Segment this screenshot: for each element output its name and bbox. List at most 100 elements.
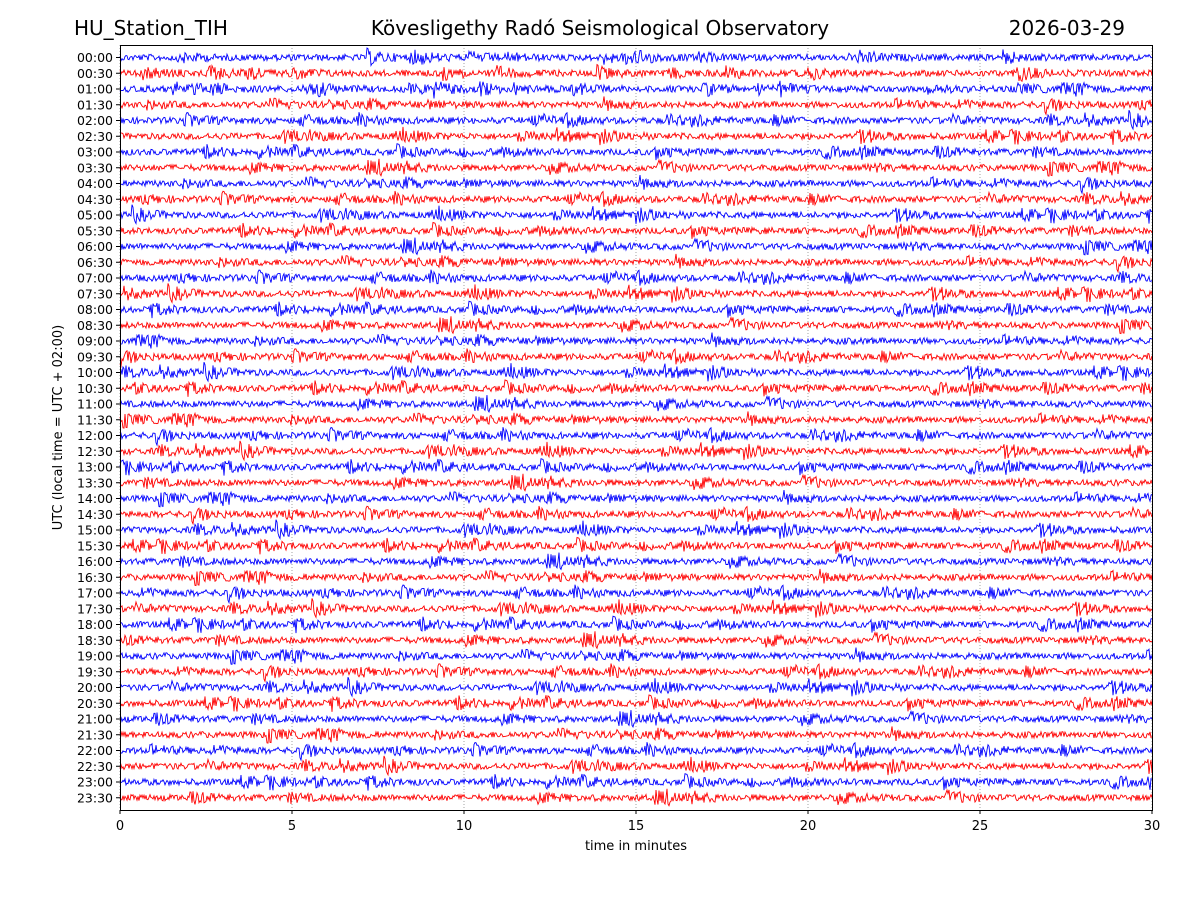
trace-0000 [119, 47, 1153, 68]
trace-0930 [119, 348, 1153, 368]
trace-group [119, 47, 1153, 807]
trace-0100 [119, 80, 1153, 99]
trace-1230 [119, 440, 1153, 462]
y-tick-label: 00:30 [77, 66, 113, 81]
trace-0600 [119, 237, 1153, 256]
trace-2030 [119, 694, 1153, 712]
x-axis-ticks: 0 5 10 15 20 25 30 [116, 810, 1160, 834]
y-tick-label: 06:00 [77, 239, 113, 254]
y-tick-label: 17:30 [77, 601, 113, 616]
y-tick-label: 01:00 [77, 82, 113, 97]
x-tick-label: 30 [1144, 819, 1161, 834]
record-date: 2026-03-29 [1008, 16, 1125, 40]
trace-0530 [119, 221, 1153, 239]
trace-0700 [119, 269, 1153, 286]
y-tick-label: 20:30 [77, 696, 113, 711]
y-tick-label: 15:00 [77, 523, 113, 538]
y-tick-label: 16:00 [77, 554, 113, 569]
trace-1900 [119, 647, 1153, 665]
y-tick-label: 10:00 [77, 365, 113, 380]
trace-0630 [119, 253, 1153, 274]
x-tick-label: 20 [800, 819, 817, 834]
y-tick-label: 08:30 [77, 318, 113, 333]
trace-2200 [119, 741, 1153, 762]
trace-0230 [119, 126, 1153, 146]
y-tick-label: 12:30 [77, 444, 113, 459]
x-tick-label: 5 [288, 819, 296, 834]
y-tick-label: 09:30 [77, 349, 113, 364]
y-tick-label: 17:00 [77, 586, 113, 601]
x-axis-label: time in minutes [585, 839, 687, 854]
y-tick-label: 07:30 [77, 286, 113, 301]
y-tick-label: 10:30 [77, 381, 113, 396]
trace-2230 [119, 755, 1153, 777]
trace-1530 [119, 536, 1153, 555]
trace-1100 [119, 394, 1152, 413]
x-tick-label: 10 [456, 819, 473, 834]
station-name: HU_Station_TIH [74, 16, 228, 40]
y-tick-label: 05:00 [77, 208, 113, 223]
y-tick-label: 23:30 [77, 790, 113, 805]
trace-0330 [119, 158, 1153, 177]
x-tick-label: 15 [628, 819, 645, 834]
y-tick-label: 19:00 [77, 649, 113, 664]
trace-1400 [119, 490, 1153, 508]
trace-1000 [120, 362, 1153, 383]
trace-1300 [119, 458, 1153, 476]
y-tick-label: 02:30 [77, 129, 113, 144]
trace-2100 [119, 709, 1153, 728]
trace-1830 [119, 631, 1153, 650]
y-tick-label: 05:30 [77, 223, 113, 238]
y-tick-label: 23:00 [77, 775, 113, 790]
trace-0500 [119, 204, 1153, 226]
y-tick-label: 16:30 [77, 570, 113, 585]
trace-0830 [119, 316, 1153, 335]
y-tick-label: 04:00 [77, 176, 113, 191]
trace-0730 [119, 283, 1153, 304]
y-tick-label: 01:30 [77, 97, 113, 112]
x-tick-label: 0 [116, 819, 124, 834]
y-tick-label: 09:00 [77, 334, 113, 349]
y-tick-label: 14:00 [77, 491, 113, 506]
trace-1700 [119, 584, 1153, 605]
trace-1200 [119, 426, 1153, 447]
y-tick-label: 03:00 [77, 145, 113, 160]
y-tick-label: 19:30 [77, 664, 113, 679]
y-tick-label: 00:00 [77, 50, 113, 65]
trace-0130 [119, 96, 1153, 116]
y-tick-label: 02:00 [77, 113, 113, 128]
y-tick-label: 18:30 [77, 633, 113, 648]
y-tick-label: 14:30 [77, 507, 113, 522]
trace-1500 [119, 519, 1152, 541]
trace-0430 [119, 190, 1153, 207]
grid-lines [119, 45, 1153, 810]
trace-1600 [119, 552, 1153, 571]
y-tick-label: 07:00 [77, 271, 113, 286]
trace-0800 [119, 300, 1153, 319]
y-axis-ticks: 00:0000:3001:0001:3002:0002:3003:0003:30… [77, 50, 120, 805]
plot-frame [120, 45, 1153, 811]
trace-0900 [119, 332, 1153, 349]
trace-0400 [119, 175, 1153, 195]
y-tick-label: 21:30 [77, 727, 113, 742]
y-axis-label: UTC (local time = UTC + 02:00) [51, 325, 66, 530]
y-tick-label: 12:00 [77, 428, 113, 443]
x-tick-label: 25 [972, 819, 989, 834]
trace-2000 [119, 677, 1153, 698]
y-tick-label: 21:00 [77, 712, 113, 727]
trace-2130 [119, 726, 1153, 744]
y-tick-label: 13:30 [77, 475, 113, 490]
y-tick-label: 13:00 [77, 460, 113, 475]
y-tick-label: 06:30 [77, 255, 113, 270]
y-tick-label: 11:00 [77, 397, 113, 412]
trace-1800 [119, 615, 1152, 634]
y-tick-label: 22:30 [77, 759, 113, 774]
y-tick-label: 04:30 [77, 192, 113, 207]
trace-1030 [119, 379, 1153, 397]
trace-0200 [119, 110, 1153, 131]
trace-0300 [119, 143, 1153, 161]
observatory-title: Kövesligethy Radó Seismological Observat… [370, 16, 830, 40]
trace-1630 [119, 568, 1153, 587]
trace-1330 [119, 473, 1153, 492]
